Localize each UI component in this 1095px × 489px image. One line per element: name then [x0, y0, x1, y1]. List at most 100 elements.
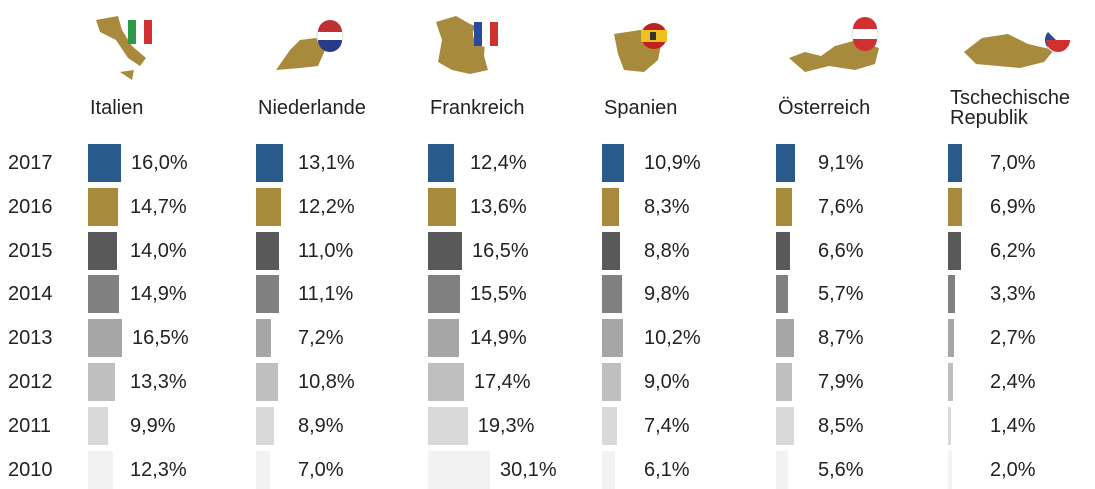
bar	[88, 406, 109, 445]
country-map-icon	[96, 16, 153, 80]
value-label: 19,3%	[477, 414, 535, 437]
bar	[88, 144, 121, 182]
bar	[602, 406, 618, 445]
value-label: 11,1%	[298, 283, 354, 306]
bar	[776, 275, 788, 314]
value-label: 12,3%	[130, 458, 187, 481]
bar	[88, 275, 119, 314]
value-label: 10,2%	[644, 327, 701, 350]
bar	[602, 319, 623, 358]
year-label: 2010	[8, 458, 53, 481]
value-label: 7,6%	[818, 195, 864, 218]
value-label: 13,1%	[298, 152, 355, 174]
year-label: 2011	[8, 414, 52, 437]
value-label: 7,9%	[818, 371, 864, 393]
bar	[256, 275, 279, 314]
country-name: Italien	[90, 97, 144, 119]
year-label: 2016	[8, 195, 53, 218]
bar	[428, 275, 460, 314]
bar	[428, 319, 459, 358]
country-map-icon	[614, 23, 667, 72]
country-map-icon	[276, 20, 344, 70]
value-label: 8,3%	[644, 195, 690, 218]
bar	[948, 275, 955, 314]
value-label: 10,9%	[644, 152, 701, 174]
value-label: 17,4%	[473, 371, 531, 393]
bar	[776, 319, 794, 358]
year-label: 2012	[8, 371, 53, 393]
bar	[88, 319, 122, 358]
bar	[776, 231, 790, 270]
bar	[602, 187, 620, 226]
bar	[602, 363, 621, 401]
country-map-icon	[436, 16, 499, 74]
value-label: 12,4%	[470, 152, 527, 174]
value-label: 15,5%	[470, 283, 527, 306]
value-label: 9,0%	[644, 371, 690, 393]
bar	[948, 231, 961, 270]
bar	[428, 450, 490, 489]
value-label: 1,4%	[990, 414, 1036, 437]
value-label: 14,9%	[130, 283, 187, 306]
value-label: 6,6%	[818, 239, 864, 262]
bar	[948, 406, 951, 445]
value-label: 5,7%	[818, 283, 864, 306]
value-label: 8,7%	[818, 327, 864, 350]
bar	[948, 144, 963, 182]
bar	[428, 187, 457, 226]
country-map-icon	[789, 17, 879, 72]
country-name: Frankreich	[430, 97, 525, 119]
bar	[428, 406, 468, 445]
value-label: 2,7%	[990, 327, 1036, 350]
bar	[88, 187, 119, 226]
bar	[428, 144, 454, 182]
bar	[428, 363, 464, 401]
bar	[602, 231, 621, 270]
bar	[256, 406, 275, 445]
bar	[88, 363, 116, 401]
bar	[776, 406, 794, 445]
bar	[88, 231, 117, 270]
country-name: Österreich	[778, 97, 871, 119]
value-label: 12,2%	[298, 195, 355, 218]
value-label: 10,8%	[298, 371, 355, 393]
value-label: 14,9%	[470, 327, 527, 350]
country-name: Tschechische Republik	[950, 87, 1071, 129]
bar	[256, 319, 271, 358]
bar	[602, 144, 625, 182]
value-label: 8,8%	[644, 239, 690, 262]
value-label: 3,3%	[990, 283, 1036, 306]
bar	[776, 363, 793, 401]
year-label: 2013	[8, 327, 53, 350]
value-label: 8,5%	[818, 414, 864, 437]
bar	[776, 144, 795, 182]
value-label: 6,9%	[990, 195, 1036, 218]
value-label: 5,6%	[818, 458, 864, 481]
bar	[428, 231, 462, 270]
value-label: 14,0%	[130, 239, 187, 262]
value-label: 11,0%	[298, 239, 354, 262]
value-label: 2,4%	[990, 371, 1036, 393]
bar	[602, 275, 623, 314]
year-label: 2014	[8, 283, 53, 306]
value-label: 2,0%	[990, 458, 1036, 481]
bar	[88, 450, 114, 489]
bar	[948, 363, 953, 401]
value-label: 6,2%	[990, 239, 1036, 262]
value-label: 7,4%	[644, 414, 690, 437]
value-label: 7,0%	[298, 458, 344, 481]
country-name: Niederlande	[258, 97, 366, 119]
value-label: 16,5%	[471, 239, 529, 262]
value-label: 30,1%	[500, 458, 557, 481]
value-label: 16,5%	[131, 327, 189, 350]
bar	[256, 231, 279, 270]
bar	[256, 363, 279, 401]
year-label: 2017	[8, 152, 53, 174]
value-label: 7,2%	[298, 327, 344, 350]
bar	[776, 450, 788, 489]
value-label: 13,3%	[130, 371, 187, 393]
bar	[948, 319, 954, 358]
value-label: 14,7%	[130, 195, 187, 218]
country-name: Spanien	[604, 97, 678, 119]
